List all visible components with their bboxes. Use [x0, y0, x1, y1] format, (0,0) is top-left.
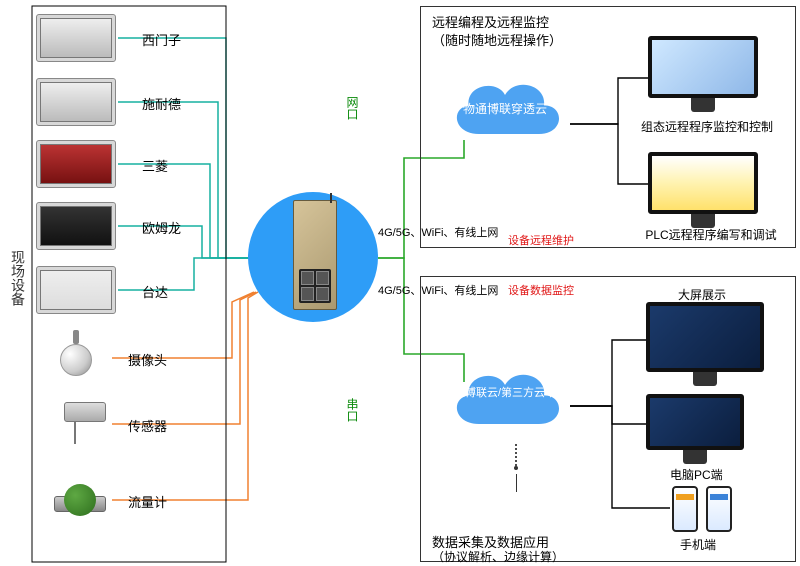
phone-1 — [672, 486, 698, 532]
device-sensor — [56, 402, 106, 442]
device-flowmeter — [54, 476, 106, 528]
device-mitsubishi — [36, 140, 116, 188]
monitor-bigscreen-label: 大屏展示 — [678, 286, 726, 303]
device-schneider — [36, 78, 116, 126]
field-devices-label: 现场设备 — [8, 250, 28, 306]
monitor-scada-label: 组态远程程序监控和控制 — [638, 118, 776, 135]
device-label-delta: 台达 — [142, 282, 168, 301]
device-label-siemens: 西门子 — [142, 30, 181, 49]
cloud-data: 物通博联云/第三方云平台 — [440, 358, 570, 438]
remote-title: 远程编程及远程监控 — [432, 12, 549, 31]
monitor-bigscreen — [646, 302, 764, 382]
device-label-sensor: 传感器 — [128, 416, 167, 435]
cloud-data-text: 物通博联云/第三方云平台 — [440, 386, 570, 400]
device-camera — [60, 330, 92, 380]
device-label-camera: 摄像头 — [128, 350, 167, 369]
phone-2 — [706, 486, 732, 532]
data-subtitle: （协议解析、边缘计算） — [432, 548, 564, 565]
gateway-device — [293, 200, 337, 310]
monitor-pc — [646, 394, 744, 474]
data-red-label: 设备数据监控 — [508, 282, 574, 298]
monitor-plc — [648, 152, 758, 232]
device-delta — [36, 266, 116, 314]
device-omron — [36, 202, 116, 250]
device-label-mitsubishi: 三菱 — [142, 156, 168, 175]
antenna-icon — [511, 466, 521, 488]
port-serial-label: 串口 — [344, 398, 361, 422]
port-net-label: 网口 — [344, 96, 361, 120]
device-label-flowmeter: 流量计 — [128, 492, 167, 511]
device-siemens — [36, 14, 116, 62]
monitor-pc-label: 电脑PC端 — [670, 466, 723, 483]
remote-red-label: 设备远程维护 — [508, 232, 574, 248]
cloud-remote: 物通博联穿透云 — [440, 68, 570, 148]
device-label-omron: 欧姆龙 — [142, 218, 181, 237]
cloud-remote-text: 物通博联穿透云 — [440, 102, 570, 116]
device-label-schneider: 施耐德 — [142, 94, 181, 113]
monitor-scada — [648, 36, 758, 116]
remote-subtitle: （随时随地远程操作） — [432, 30, 562, 49]
phone-label: 手机端 — [680, 536, 716, 553]
monitor-plc-label: PLC远程程序编写和调试 — [626, 226, 796, 243]
